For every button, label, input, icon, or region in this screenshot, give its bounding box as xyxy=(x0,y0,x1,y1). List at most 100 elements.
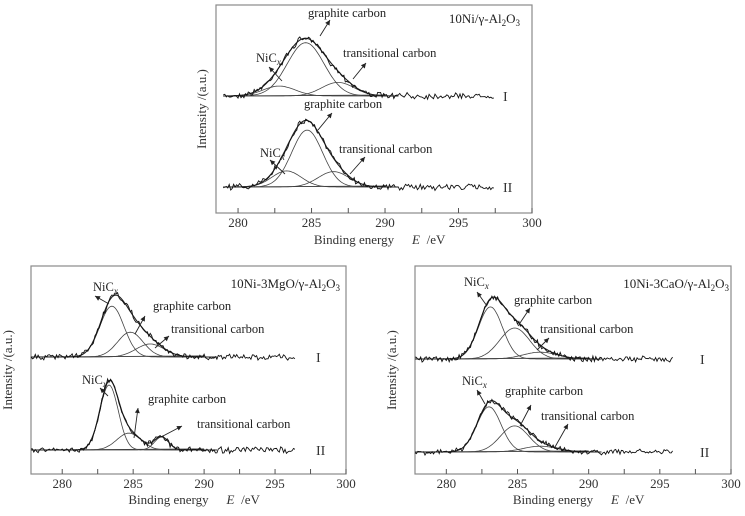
subscript: 2 xyxy=(711,283,716,293)
arrowhead-icon xyxy=(269,67,275,73)
x-tick-label: 280 xyxy=(437,476,457,491)
arrowhead-icon xyxy=(163,336,169,342)
panel-bottom-right: 280 285 290 295 300 Binding energy E/eV Intensi… xyxy=(384,265,741,507)
annotation-graphite-carbon: graphite carbon xyxy=(304,97,383,111)
sample-label: 10Ni/γ-Al2O3 xyxy=(449,11,521,28)
arrowhead-icon xyxy=(325,20,330,26)
x-axis-unit: /eV xyxy=(427,232,446,247)
annotation-graphite-carbon: graphite carbon xyxy=(148,392,227,406)
arrowhead-icon xyxy=(100,388,106,394)
sample-text: 10Ni-3CaO/γ-Al xyxy=(623,276,711,291)
arrowhead-icon xyxy=(543,338,549,344)
annotation-graphite-carbon: graphite carbon xyxy=(153,299,232,313)
x-axis-label: Binding energy xyxy=(513,492,594,507)
x-tick-label: 300 xyxy=(522,215,542,230)
sample-label: 10Ni-3MgO/γ-Al2O3 xyxy=(231,276,341,293)
x-axis-label: Binding energy xyxy=(128,492,209,507)
annotation-nicx: NiCx xyxy=(82,373,107,389)
arrowhead-icon xyxy=(326,113,332,119)
annotation-text: NiC xyxy=(464,275,485,289)
subscript: x xyxy=(280,152,285,162)
x-axis-unit: /eV xyxy=(241,492,260,507)
component-transitional-carbon xyxy=(223,171,399,188)
annotation-graphite-carbon: graphite carbon xyxy=(514,293,593,307)
component-nicx xyxy=(223,170,399,188)
spectrum-II: II NiCx graphite carbon transitional carbon xyxy=(30,373,326,459)
x-tick-label: 295 xyxy=(449,215,469,230)
spectrum-label: I xyxy=(503,90,508,105)
subscript: 3 xyxy=(336,283,341,293)
fitted-envelope xyxy=(415,400,602,453)
x-tick-label: 290 xyxy=(194,476,214,491)
subscript: x xyxy=(482,380,487,390)
y-axis-label: Intensity /(a.u.) xyxy=(194,69,209,149)
subscript: x xyxy=(113,286,118,296)
x-tick-label: 300 xyxy=(336,476,356,491)
y-axis-label: Intensity /(a.u.) xyxy=(0,330,15,410)
arrowhead-icon xyxy=(134,408,140,414)
x-axis-variable: E xyxy=(226,492,235,507)
spectrum-I: I NiCx graphite carbon transitional carbon xyxy=(30,280,321,366)
sample-text: O xyxy=(715,276,724,291)
arrowhead-icon xyxy=(359,157,365,163)
spectrum-label: II xyxy=(503,181,513,196)
annotation-nicx: NiCx xyxy=(260,146,285,162)
arrowhead-icon xyxy=(360,63,366,69)
annotation-nicx: NiCx xyxy=(93,280,118,296)
annotation-text: NiC xyxy=(260,146,281,160)
arrowhead-icon xyxy=(563,424,568,430)
sample-text: 10Ni-3MgO/γ-Al xyxy=(231,276,322,291)
raw-spectrum xyxy=(223,36,494,101)
annotation-text: NiC xyxy=(256,51,277,65)
spectrum-II: II graphite carbon NiCx transitional carbon xyxy=(223,97,513,196)
x-axis-label: Binding energy xyxy=(314,232,395,247)
x-tick-label: 285 xyxy=(123,476,143,491)
subscript: x xyxy=(484,281,489,291)
x-tick-label: 280 xyxy=(52,476,72,491)
component-graphite-carbon xyxy=(223,129,399,188)
arrowhead-icon xyxy=(95,296,101,301)
sample-text: O xyxy=(506,11,515,26)
raw-spectrum xyxy=(414,398,673,456)
subscript: 2 xyxy=(502,18,507,28)
plot-frame xyxy=(215,4,533,214)
annotation-transitional-carbon: transitional carbon xyxy=(343,46,437,60)
plot-frame xyxy=(30,265,347,475)
panel-top: 280 285 290 295 300 Binding energy E/eV Intensi… xyxy=(194,4,542,247)
subscript: 3 xyxy=(516,18,521,28)
x-tick-label: 295 xyxy=(265,476,285,491)
arrowhead-icon xyxy=(270,160,276,166)
subscript: 2 xyxy=(322,283,327,293)
y-axis-label: Intensity /(a.u.) xyxy=(384,330,399,410)
spectrum-label: II xyxy=(700,446,710,461)
sample-text: O xyxy=(326,276,335,291)
annotation-nicx: NiCx xyxy=(462,374,487,390)
annotation-transitional-carbon: transitional carbon xyxy=(540,322,634,336)
plot-frame xyxy=(414,265,732,475)
arrowhead-icon xyxy=(525,308,530,314)
annotation-nicx: NiCx xyxy=(464,275,489,291)
annotation-text: NiC xyxy=(82,373,103,387)
spectrum-II: II NiCx graphite carbon transitional carbon xyxy=(414,374,710,461)
annotation-arrow xyxy=(133,407,139,439)
component-graphite-carbon xyxy=(223,42,399,97)
panel-bottom-left: 280 285 290 295 300 Binding energy E/eV Intensi… xyxy=(0,265,356,507)
subscript: x xyxy=(276,57,281,67)
annotation-text: NiC xyxy=(462,374,483,388)
x-tick-label: 300 xyxy=(721,476,741,491)
annotation-graphite-carbon: graphite carbon xyxy=(308,6,387,20)
spectrum-label: I xyxy=(700,353,705,368)
subscript: x xyxy=(102,379,107,389)
annotation-graphite-carbon: graphite carbon xyxy=(505,384,584,398)
x-tick-label: 285 xyxy=(508,476,528,491)
subscript: 3 xyxy=(725,283,730,293)
arrowhead-icon xyxy=(477,390,482,396)
arrowhead-icon xyxy=(140,316,145,322)
x-axis-variable: E xyxy=(411,232,420,247)
arrowhead-icon xyxy=(477,292,482,298)
arrowhead-icon xyxy=(176,426,182,431)
spectrum-label: I xyxy=(316,351,321,366)
x-axis-variable: E xyxy=(610,492,619,507)
sample-label: 10Ni-3CaO/γ-Al2O3 xyxy=(623,276,729,293)
